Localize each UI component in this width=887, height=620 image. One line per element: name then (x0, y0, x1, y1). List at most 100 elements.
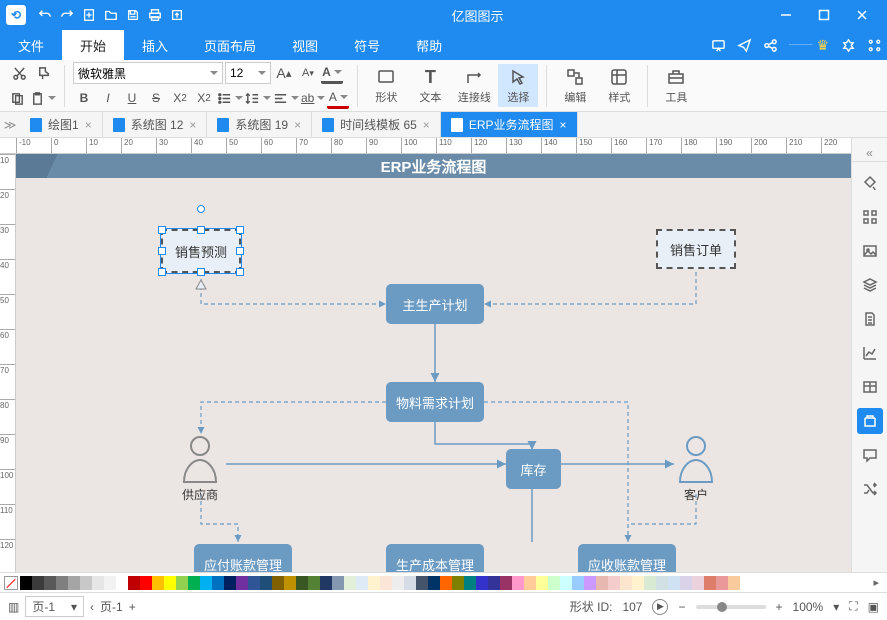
node-forecast[interactable]: 销售预测 (161, 229, 241, 273)
menu-home[interactable]: 开始 (62, 30, 124, 60)
bullets-icon[interactable] (217, 87, 243, 109)
color-swatch[interactable] (632, 576, 644, 590)
color-swatch[interactable] (524, 576, 536, 590)
node-cost[interactable]: 生产成本管理 (386, 544, 484, 572)
add-page-icon[interactable]: + (129, 600, 136, 614)
pages-icon[interactable]: ▥ (8, 600, 19, 614)
actor-customer[interactable]: 客户 (674, 434, 718, 503)
color-swatch[interactable] (248, 576, 260, 590)
tab-close-icon[interactable]: × (85, 118, 92, 132)
color-swatch[interactable] (488, 576, 500, 590)
color-swatch[interactable] (332, 576, 344, 590)
share-icon[interactable] (757, 32, 783, 58)
panel-collapse-icon[interactable]: « (852, 144, 887, 162)
color-swatch[interactable] (548, 576, 560, 590)
color-swatch[interactable] (104, 576, 116, 590)
strike-icon[interactable]: S (145, 87, 167, 109)
cut-icon[interactable] (8, 62, 30, 84)
bold-icon[interactable]: B (73, 87, 95, 109)
color-swatch[interactable] (668, 576, 680, 590)
play-icon[interactable]: ▶ (652, 599, 668, 615)
panel-chart-icon[interactable] (857, 340, 883, 366)
fullscreen-icon[interactable]: ▣ (868, 600, 879, 614)
color-swatch[interactable] (476, 576, 488, 590)
color-swatch[interactable] (212, 576, 224, 590)
color-swatch[interactable] (224, 576, 236, 590)
color-swatch[interactable] (560, 576, 572, 590)
tab-close-icon[interactable]: × (294, 118, 301, 132)
redo-icon[interactable] (56, 4, 78, 26)
color-swatch[interactable] (140, 576, 152, 590)
canvas[interactable]: ERP业务流程图 (16, 154, 851, 572)
shape-tool[interactable]: 形状 (366, 64, 406, 107)
text-highlight-icon[interactable]: A (321, 62, 343, 84)
no-color-swatch[interactable] (4, 576, 18, 590)
underline-icon[interactable]: U (121, 87, 143, 109)
actor-supplier[interactable]: 供应商 (178, 434, 222, 503)
color-swatch[interactable] (356, 576, 368, 590)
node-ap[interactable]: 应付账款管理 (194, 544, 292, 572)
connector-tool[interactable]: 连接线 (454, 64, 494, 107)
color-swatch[interactable] (428, 576, 440, 590)
color-swatch[interactable] (200, 576, 212, 590)
menu-view[interactable]: 视图 (274, 30, 336, 60)
save-icon[interactable] (122, 4, 144, 26)
color-swatch[interactable] (500, 576, 512, 590)
toolbox-tool[interactable]: 工具 (656, 64, 696, 107)
panel-random-icon[interactable] (857, 476, 883, 502)
doc-tab[interactable]: 时间线模板 65× (312, 112, 441, 137)
color-swatch[interactable] (596, 576, 608, 590)
copy-icon[interactable] (6, 87, 28, 109)
tab-close-icon[interactable]: × (560, 118, 567, 132)
font-color-icon[interactable]: A (327, 87, 349, 109)
color-swatch[interactable] (92, 576, 104, 590)
color-swatch[interactable] (344, 576, 356, 590)
text-tool[interactable]: T文本 (410, 64, 450, 107)
line-spacing-icon[interactable] (245, 87, 271, 109)
shrink-font-icon[interactable]: A▾ (297, 62, 319, 84)
color-swatch[interactable] (692, 576, 704, 590)
color-swatch[interactable] (416, 576, 428, 590)
color-swatch[interactable] (440, 576, 452, 590)
color-swatch[interactable] (20, 576, 32, 590)
color-swatch[interactable] (320, 576, 332, 590)
node-inventory[interactable]: 库存 (506, 449, 561, 489)
color-swatch[interactable] (188, 576, 200, 590)
text-case-icon[interactable]: ab (301, 87, 325, 109)
zoom-slider[interactable] (696, 605, 766, 609)
style-tool[interactable]: 样式 (599, 64, 639, 107)
open-icon[interactable] (100, 4, 122, 26)
color-swatch[interactable] (704, 576, 716, 590)
color-swatch[interactable] (56, 576, 68, 590)
menu-layout[interactable]: 页面布局 (186, 30, 274, 60)
color-swatch[interactable] (176, 576, 188, 590)
select-tool[interactable]: 选择 (498, 64, 538, 107)
node-ar[interactable]: 应收账款管理 (578, 544, 676, 572)
color-swatch[interactable] (44, 576, 56, 590)
node-mps[interactable]: 主生产计划 (386, 284, 484, 324)
prev-page-icon[interactable]: ‹ (90, 600, 94, 614)
page-label[interactable]: 页-1 (100, 598, 123, 615)
edit-tool[interactable]: 编辑 (555, 64, 595, 107)
color-swatch[interactable] (680, 576, 692, 590)
grow-font-icon[interactable]: A▴ (273, 62, 295, 84)
paste-icon[interactable] (30, 87, 56, 109)
color-swatch[interactable] (116, 576, 128, 590)
doc-tab[interactable]: 系统图 19× (207, 112, 312, 137)
color-swatch[interactable] (512, 576, 524, 590)
color-swatch[interactable] (620, 576, 632, 590)
tabs-scroll[interactable]: ≫ (0, 112, 20, 137)
node-mrp[interactable]: 物料需求计划 (386, 382, 484, 422)
color-swatch[interactable] (644, 576, 656, 590)
color-swatch[interactable] (728, 576, 740, 590)
color-swatch[interactable] (164, 576, 176, 590)
color-swatch[interactable] (308, 576, 320, 590)
zoom-in-icon[interactable]: + (776, 600, 783, 614)
panel-comment-icon[interactable] (857, 442, 883, 468)
panel-grid-icon[interactable] (857, 204, 883, 230)
color-swatch[interactable] (68, 576, 80, 590)
menu-insert[interactable]: 插入 (124, 30, 186, 60)
feedback-icon[interactable] (705, 32, 731, 58)
color-swatch[interactable] (584, 576, 596, 590)
superscript-icon[interactable]: X2 (169, 87, 191, 109)
